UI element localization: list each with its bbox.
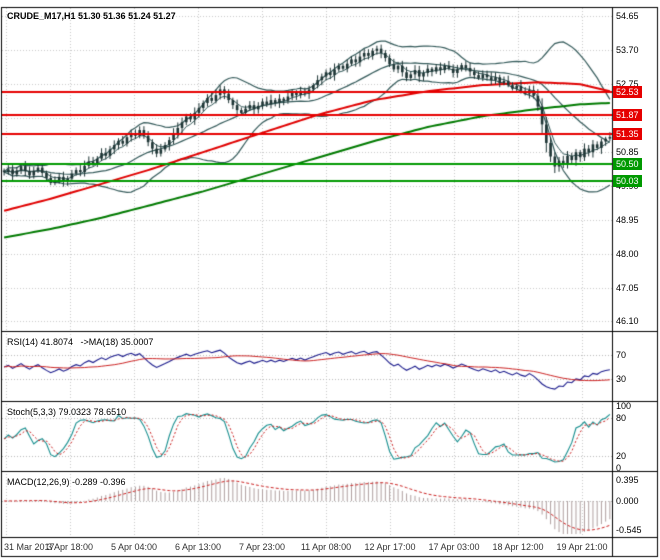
stoch-axis-tick: 80: [616, 413, 627, 424]
price-axis-tick: 47.05: [616, 282, 639, 293]
price-level-tag[interactable]: 50.03: [613, 175, 642, 188]
time-axis-tick: 12 Apr 17:00: [364, 542, 416, 552]
symbol-ohlc-label: CRUDE_M17,H1 51.30 51.36 51.24 51.27: [7, 11, 176, 21]
price-axis-tick: 50.85: [616, 146, 639, 157]
time-axis-tick: 5 Apr 04:00: [110, 542, 158, 552]
time-axis-tick: 11 Apr 08:00: [300, 542, 352, 552]
price-level-tag[interactable]: 51.35: [613, 128, 642, 140]
price-axis-tick: 46.10: [616, 316, 639, 327]
time-axis-tick: 17 Apr 03:00: [428, 542, 480, 552]
rsi-axis-tick: 30: [616, 374, 627, 384]
time-axis-tick: 19 Apr 21:00: [556, 542, 608, 552]
rsi-indicator-label: RSI(14) 41.8074 ->MA(18) 35.0007: [7, 337, 154, 347]
rsi-axis-tick: 70: [616, 350, 627, 360]
stoch-axis-tick: 100: [616, 401, 632, 411]
time-axis-tick: 3 Apr 18:00: [46, 542, 94, 552]
price-axis-tick: 53.70: [616, 45, 639, 56]
time-axis-tick: 7 Apr 23:00: [238, 542, 286, 552]
time-axis-tick: 31 Mar 2017: [4, 542, 55, 552]
time-axis-tick: 6 Apr 13:00: [174, 542, 222, 552]
price-axis-tick: 48.00: [616, 248, 639, 259]
macd-axis-tick: 0.395: [616, 474, 639, 485]
stoch-indicator-label: Stoch(5,3,3) 79.0323 78.6510: [7, 407, 127, 417]
price-axis-tick: 48.95: [616, 214, 639, 225]
price-level-tag[interactable]: 52.53: [613, 85, 642, 98]
stoch-axis-tick: 0: [616, 463, 622, 473]
stoch-axis-tick: 20: [616, 450, 627, 461]
macd-axis-tick: 0.000: [616, 496, 639, 506]
price-level-tag[interactable]: 51.87: [613, 109, 642, 122]
price-axis-tick: 52.75: [616, 79, 639, 90]
price-axis-tick: 54.65: [616, 11, 639, 22]
macd-indicator-label: MACD(12,26,9) -0.289 -0.396: [7, 477, 126, 487]
price-level-tag[interactable]: 50.50: [613, 158, 642, 171]
macd-axis-tick: -0.545: [616, 525, 642, 535]
time-axis-tick: 18 Apr 12:00: [492, 542, 544, 552]
